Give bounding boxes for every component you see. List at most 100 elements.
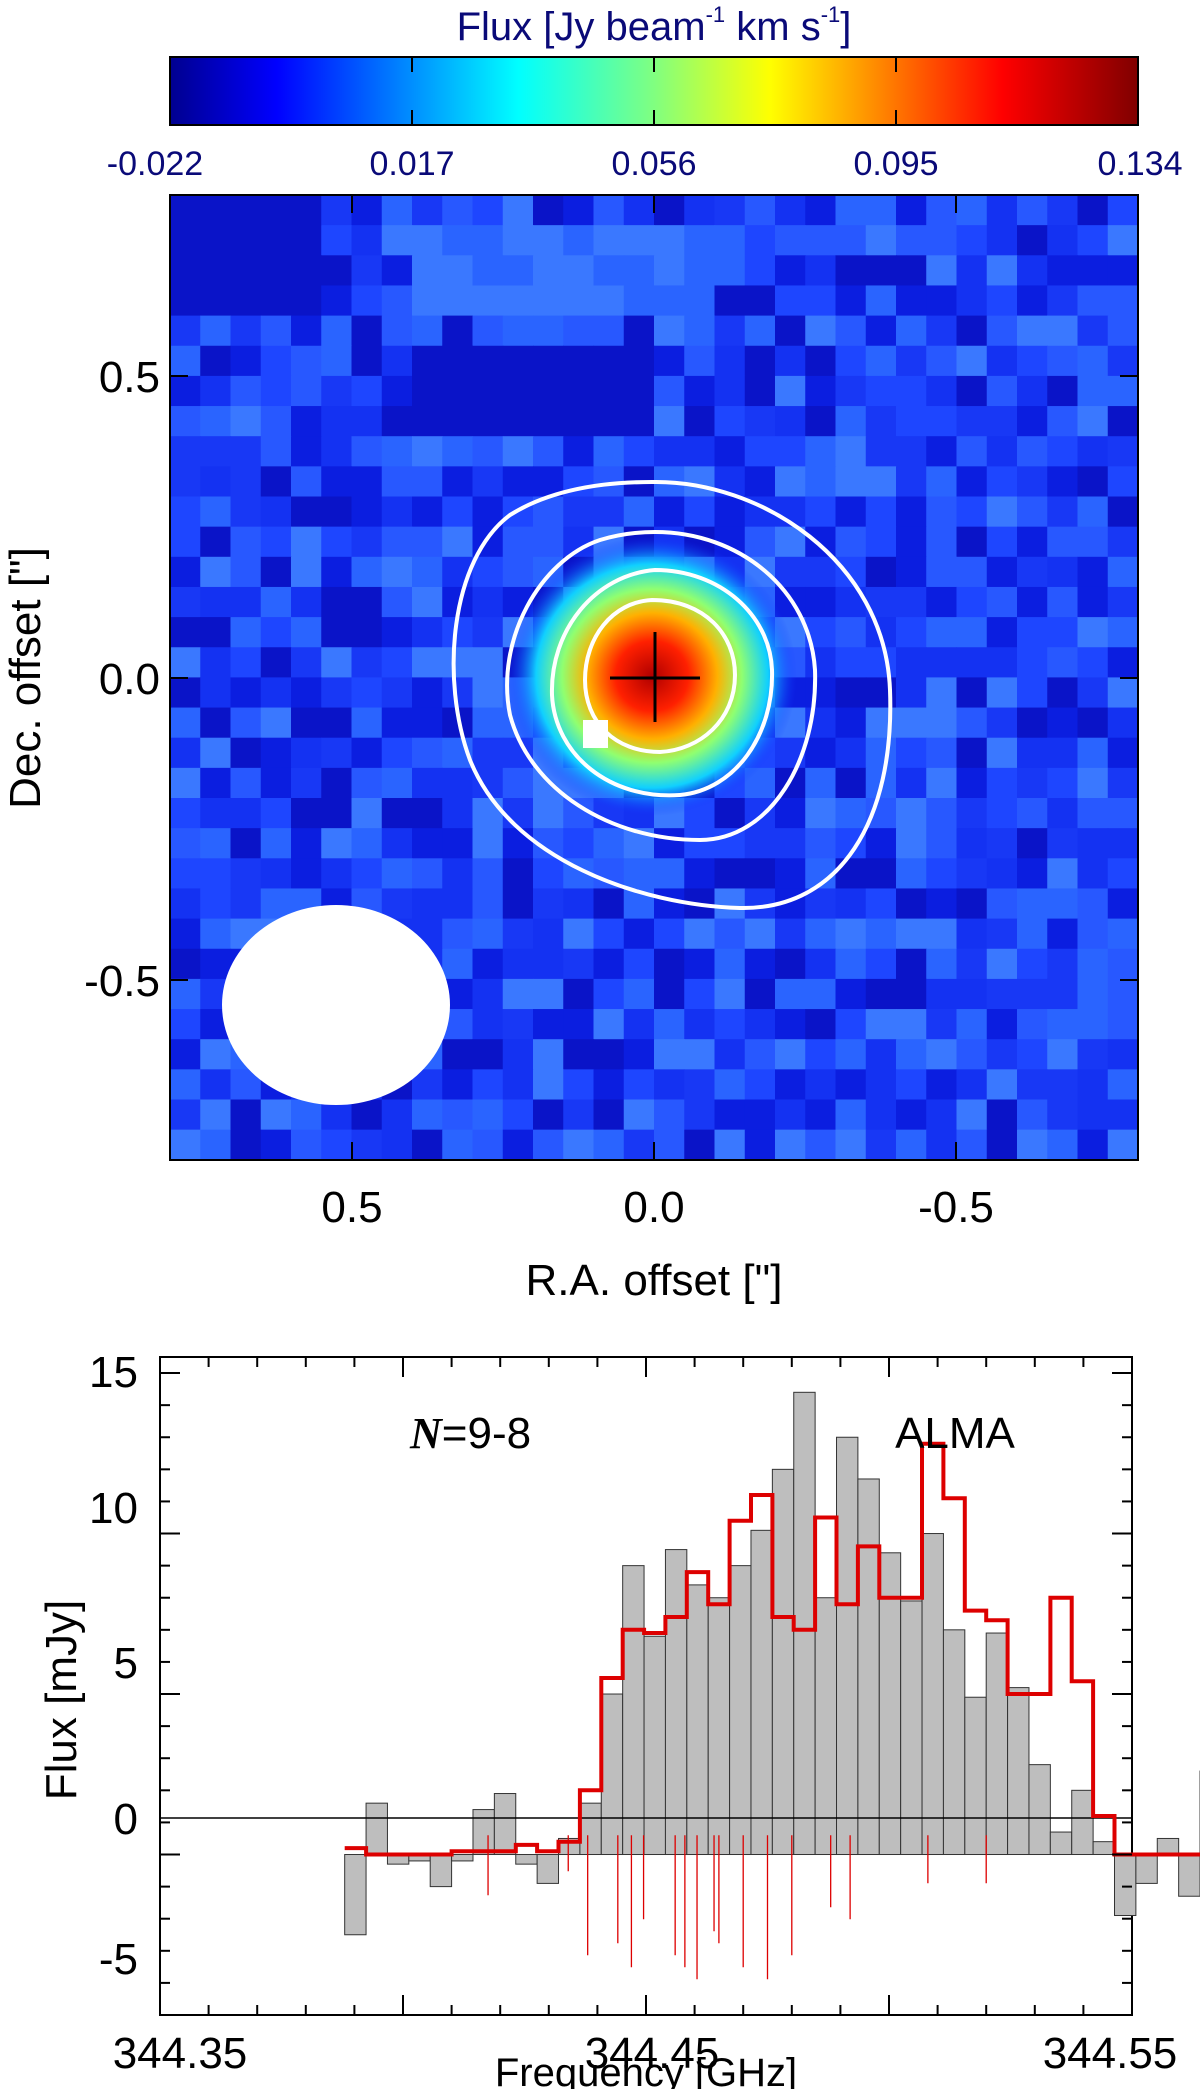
heatmap-cell <box>986 828 1018 859</box>
heatmap-cell <box>170 406 201 437</box>
heatmap-cell <box>865 315 897 347</box>
heatmap-cell <box>291 225 322 256</box>
heatmap-cell <box>200 617 232 648</box>
heatmap-cell <box>563 978 595 1010</box>
heatmap-cell <box>775 858 806 890</box>
heatmap-cell <box>654 496 685 528</box>
heatmap-cell <box>200 1099 232 1131</box>
heatmap-cell <box>1017 707 1048 739</box>
heatmap-cell <box>1047 918 1079 950</box>
heatmap-cell <box>412 828 443 859</box>
heatmap-cell <box>865 858 897 890</box>
heatmap-cell <box>956 1039 988 1070</box>
heatmap-cell <box>1017 195 1048 226</box>
heatmap-cell <box>593 1039 625 1070</box>
heatmap-cell <box>775 556 806 588</box>
heatmap-cell <box>442 225 474 256</box>
heatmap-cell <box>412 767 443 799</box>
heatmap-cell <box>200 255 232 287</box>
heatmap-cell <box>956 737 988 769</box>
heatmap-cell <box>1077 1099 1109 1131</box>
heatmap-cell <box>260 617 292 648</box>
heatmap-cell <box>291 496 322 528</box>
heatmap-cell <box>412 466 443 498</box>
heatmap-cell <box>502 526 534 558</box>
heatmap-cell <box>1017 556 1048 588</box>
heatmap-cell <box>472 677 504 709</box>
heatmap-cell <box>442 195 474 226</box>
heatmap-cell <box>1077 526 1109 558</box>
heatmap-cell <box>502 828 534 859</box>
heatmap-cell <box>260 315 292 347</box>
heatmap-cell <box>1047 1039 1079 1070</box>
heatmap-cell <box>1077 1009 1109 1040</box>
heatmap-cell <box>230 828 262 859</box>
heatmap-cell <box>1017 948 1048 980</box>
heatmap-cell <box>865 466 897 498</box>
heatmap-x-axis-label: R.A. offset ["] <box>526 1256 783 1305</box>
heatmap-cell <box>896 858 927 890</box>
heatmap-cell <box>744 828 776 859</box>
heatmap-cell <box>835 225 867 256</box>
heatmap-cell <box>442 526 474 558</box>
heatmap-cell <box>623 918 655 950</box>
heatmap-cell <box>351 828 383 859</box>
heatmap-cell <box>1047 858 1079 890</box>
heatmap-cell <box>775 285 806 317</box>
heatmap-cell <box>986 1039 1018 1070</box>
heatmap-cell <box>563 315 595 347</box>
heatmap-cell <box>744 978 776 1010</box>
heatmap-cell <box>835 466 867 498</box>
heatmap-cell <box>744 285 776 317</box>
observed-bar <box>643 1635 666 1856</box>
observed-bar <box>429 1854 453 1888</box>
heatmap-cell <box>986 375 1018 407</box>
heatmap-cell <box>351 737 383 769</box>
heatmap-cell <box>654 345 685 377</box>
heatmap-cell <box>200 828 232 859</box>
heatmap-cell <box>835 798 867 829</box>
heatmap-cell <box>896 647 927 678</box>
heatmap-cell <box>896 556 927 588</box>
heatmap-cell <box>200 406 232 437</box>
heatmap-cell <box>956 798 988 829</box>
heatmap-cell <box>291 737 322 769</box>
heatmap-cell <box>1017 888 1048 920</box>
heatmap-cell <box>896 707 927 739</box>
heatmap-cell <box>744 526 776 558</box>
heatmap-cell <box>714 1129 746 1160</box>
heatmap-cell <box>260 345 292 377</box>
heatmap-cell <box>291 858 322 890</box>
heatmap-cell <box>472 948 504 980</box>
heatmap-cell <box>170 255 201 287</box>
heatmap-cell <box>1077 1069 1109 1101</box>
heatmap-cell <box>563 195 595 226</box>
heatmap-cell <box>775 315 806 347</box>
heatmap-cell <box>260 556 292 588</box>
heatmap-cell <box>200 888 232 920</box>
heatmap-cell <box>956 647 988 678</box>
heatmap-y-tick-label: 0.0 <box>99 655 160 704</box>
heatmap-cell <box>442 858 474 890</box>
heatmap-cell <box>865 526 897 558</box>
heatmap-cell <box>684 1129 716 1160</box>
heatmap-cell <box>593 1129 625 1160</box>
heatmap-ticks <box>170 195 1138 1160</box>
spectrum-x-tick-label: 344.55 <box>1043 2029 1178 2078</box>
heatmap-cell <box>684 406 716 437</box>
heatmap-cell <box>775 225 806 256</box>
heatmap-cell <box>744 466 776 498</box>
heatmap-cell <box>321 767 353 799</box>
heatmap-cell <box>533 1069 564 1101</box>
heatmap-cell <box>1077 888 1109 920</box>
heatmap-x-tick-label: 0.5 <box>321 1183 382 1232</box>
heatmap-cell <box>260 375 292 407</box>
heatmap-cell <box>321 798 353 829</box>
heatmap-cell <box>896 617 927 648</box>
heatmap-cell <box>744 315 776 347</box>
heatmap-cell <box>1107 948 1138 980</box>
heatmap-cell <box>1077 496 1109 528</box>
heatmap-cell <box>200 195 232 226</box>
heatmap-cell <box>502 888 534 920</box>
observed-bar <box>536 1854 560 1884</box>
